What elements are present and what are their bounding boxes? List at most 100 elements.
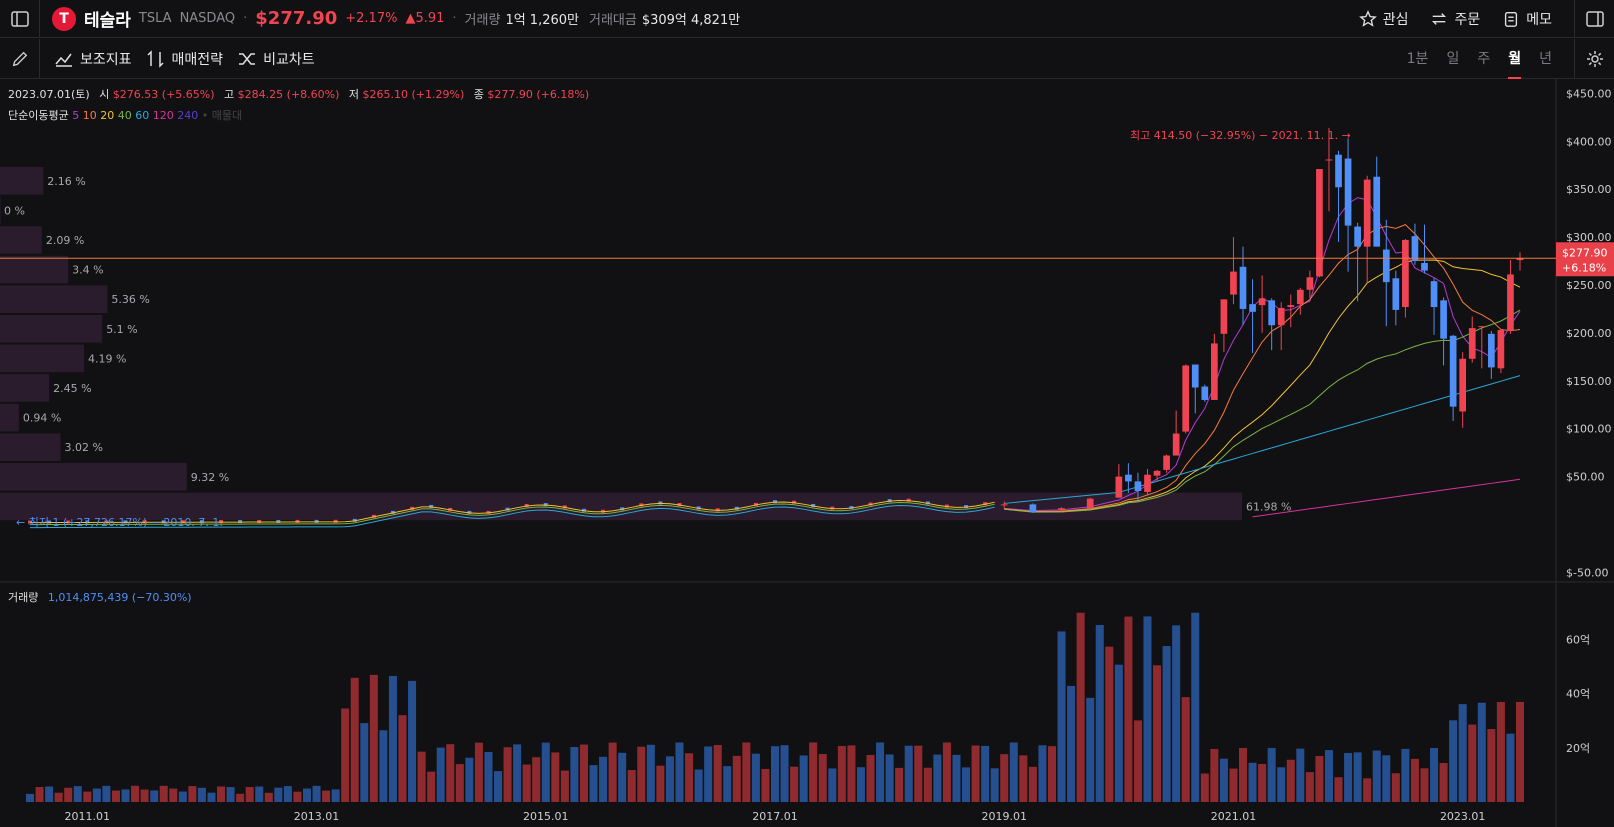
volume-profile-label: 9.32 % [191,471,229,484]
candle-body [1440,300,1447,339]
volume-profile-bar [0,315,103,343]
volume-bar [111,790,120,802]
volume-bar [866,755,875,802]
close-value: $277.90 (+6.18%) [487,88,590,101]
volume-bar [704,746,713,802]
candle-body [1239,266,1247,309]
ma-period-60[interactable]: 60 [131,109,150,122]
indicators-button[interactable]: 보조지표 [54,49,132,69]
candle-body [1134,481,1142,491]
watch-button[interactable]: 관심 [1358,9,1409,29]
volume-bar [322,790,331,802]
chart-area[interactable]: 2.16 % 0 % 2.09 % 3.4 % 5.36 % 5.1 % 4.19 % 2.4… [0,79,1614,827]
watch-label: 관심 [1382,12,1409,28]
candle-body [1449,335,1457,407]
draw-button[interactable] [0,38,40,79]
y-tick-label: $450.00 [1566,87,1612,100]
candle-body [1258,298,1266,306]
volume-tick-label: 60억 [1566,634,1590,647]
volume-bar [455,764,464,802]
volume-bar [1114,664,1123,802]
price-chart[interactable]: 2.16 % 0 % 2.09 % 3.4 % 5.36 % 5.1 % 4.19 % 2.4… [0,79,1614,827]
exchange: NASDAQ [179,11,236,26]
volume-bar [570,747,579,802]
x-tick-label: 2021.01 [1211,810,1257,823]
volume-bar [1305,772,1314,802]
swap-arrows-icon [1432,13,1447,25]
volume-bar [589,765,598,802]
sidebar-toggle-button[interactable] [0,0,40,38]
settings-button[interactable] [1574,39,1614,79]
right-panel-toggle-button[interactable] [1574,0,1614,38]
volume-bar [283,786,292,802]
close-label: 종 [473,88,484,101]
volume-bar [1449,720,1458,802]
y-tick-label: $300.00 [1566,231,1612,244]
amount-value: $309억 4,821만 [641,13,741,28]
volume-bar [1086,697,1095,802]
volume-bar [169,788,178,802]
volume-bar [1363,778,1372,802]
y-tick-label: $400.00 [1566,135,1612,148]
volume-bar [1277,767,1286,802]
volume-bar [312,785,321,802]
candle-body [1335,154,1342,188]
candle-body [1144,474,1151,492]
ma-period-20[interactable]: 20 [96,109,115,122]
volume-bar [541,742,550,802]
volume-bar [579,744,588,802]
volume-bar [895,767,904,802]
volume-bar [1200,773,1209,802]
candle-body [1382,249,1390,283]
volume-legend-label: 거래량 [8,591,39,604]
volume-bar [436,747,445,802]
ohlc-legend: 2023.07.01(토) 시 $276.53 (+5.65%) 고 $284.… [8,86,589,102]
ma-period-120[interactable]: 120 [149,109,174,122]
ma-period-240[interactable]: 240 [173,109,199,122]
volume-bar [226,787,235,802]
memo-button[interactable]: 메모 [1502,9,1552,29]
volume-bar [474,742,483,802]
period-year[interactable]: 년 [1539,51,1552,67]
volume-bar [876,742,885,802]
candle-early [219,520,224,524]
ma-period-40[interactable]: 40 [114,109,132,122]
memo-label: 메모 [1526,12,1552,28]
volume-bar [1028,766,1037,802]
candle-early [85,520,90,524]
volume-profile-bar [0,226,42,254]
volume-bar [618,752,627,802]
y-tick-label: $250.00 [1566,279,1612,292]
compare-button[interactable]: 비교차트 [237,49,315,69]
ma-legend[interactable]: 단순이동평균 5 10 20 40 60 120 240 • 매물대 [8,107,242,123]
volume-bar [264,792,273,802]
y-tick-label: $100.00 [1566,423,1612,436]
volume-bar [1267,747,1276,802]
ma-period-10[interactable]: 10 [79,109,97,122]
volume-bar [217,786,226,802]
candle-body [1392,278,1400,310]
volume-bar [92,788,101,802]
candle-body [1287,305,1295,308]
high-annotation: 최고 414.50 (−32.95%) − 2021. 11. 1. → [1130,129,1351,142]
volume-bar [837,745,846,802]
volume-profile-label: 2.45 % [53,382,91,395]
volume-bar [1000,754,1009,802]
volume-bar [54,792,63,802]
volume-profile-label: 5.36 % [111,293,149,306]
volume-tick-label: 20억 [1566,742,1590,755]
ma-period-5[interactable]: 5 [72,109,80,122]
x-tick-label: 2011.01 [65,810,111,823]
period-week[interactable]: 주 [1477,51,1491,67]
volume-bar [102,785,111,802]
candle-body [1421,262,1428,271]
volume-label: 거래량 [464,13,501,28]
order-button[interactable]: 주문 [1430,9,1480,29]
strategy-button[interactable]: 매매전략 [146,49,223,69]
ma-line-5 [1004,197,1521,512]
period-1min[interactable]: 1분 [1406,51,1429,67]
volume-bar [427,771,436,802]
period-month[interactable]: 월 [1508,39,1521,79]
period-day[interactable]: 일 [1446,51,1460,67]
current-price: $277.90 [255,8,338,29]
